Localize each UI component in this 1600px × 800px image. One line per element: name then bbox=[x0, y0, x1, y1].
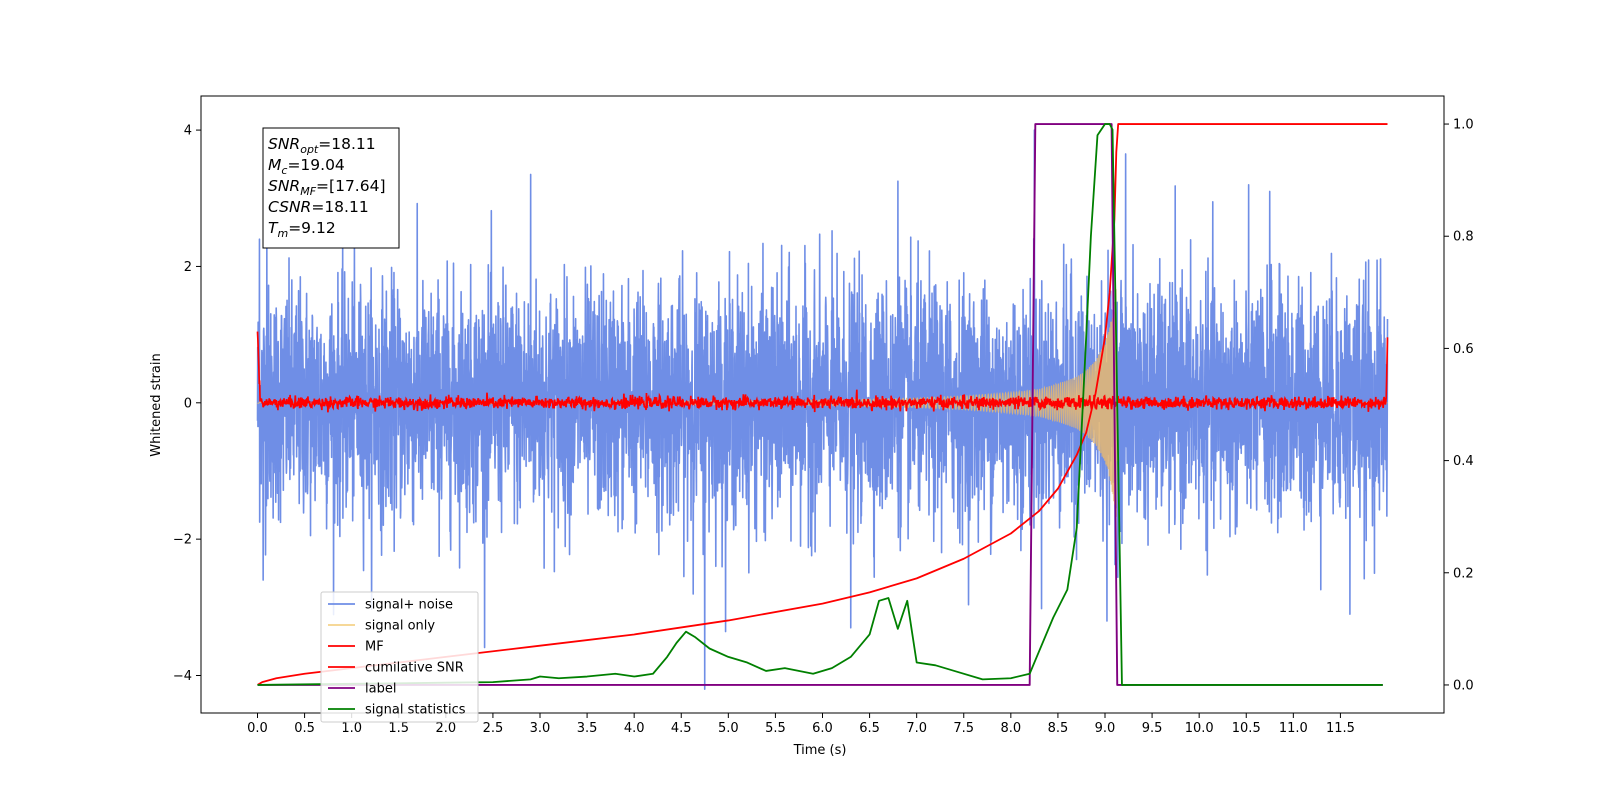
y-tick-label: 0 bbox=[184, 396, 192, 411]
x-tick-label: 6.5 bbox=[859, 721, 880, 736]
legend: signal+ noise signal only MF cumilative SNR… bbox=[320, 591, 479, 723]
y2-tick-label: 0.0 bbox=[1453, 678, 1474, 693]
x-tick-label: 1.0 bbox=[341, 721, 362, 736]
y-tick-label: −2 bbox=[173, 533, 192, 548]
annotation-line: SNRMF=[17.64] bbox=[268, 177, 386, 198]
series-signal-statistics-line bbox=[257, 123, 1383, 686]
x-tick-label: 4.5 bbox=[671, 721, 692, 736]
x-tick-label: 10.0 bbox=[1185, 721, 1214, 736]
y-axis-label: Whitened strain bbox=[149, 353, 164, 456]
legend-label: cumilative SNR bbox=[365, 661, 464, 676]
legend-label: signal statistics bbox=[365, 703, 466, 718]
y-tick-label: −4 bbox=[173, 669, 192, 684]
y2-tick-label: 0.8 bbox=[1453, 230, 1474, 245]
legend-frame bbox=[320, 591, 479, 723]
ticks: 0.0 0.5 1.0 1.5 2.0 2.5 3.0 3.5 4.0 4.5 5.0 5.5 6.0 6… bbox=[173, 118, 1474, 736]
x-tick-label: 9.0 bbox=[1095, 721, 1116, 736]
x-tick-label: 10.5 bbox=[1232, 721, 1261, 736]
y2-tick-label: 0.4 bbox=[1453, 454, 1474, 469]
x-tick-label: 2.0 bbox=[435, 721, 456, 736]
x-tick-label: 8.5 bbox=[1048, 721, 1069, 736]
annotation-line: Tm=9.12 bbox=[268, 219, 336, 240]
y-tick-label: 2 bbox=[184, 260, 192, 275]
legend-label: signal+ noise bbox=[365, 598, 453, 613]
x-tick-label: 8.0 bbox=[1000, 721, 1021, 736]
series-mf-line bbox=[256, 331, 1389, 413]
x-tick-label: 0.5 bbox=[294, 721, 315, 736]
y-tick-label: 4 bbox=[184, 124, 192, 139]
x-tick-label: 9.5 bbox=[1142, 721, 1163, 736]
y2-tick-label: 0.6 bbox=[1453, 342, 1474, 357]
legend-label: MF bbox=[365, 640, 384, 655]
x-tick-label: 6.0 bbox=[812, 721, 833, 736]
legend-label: signal only bbox=[365, 619, 435, 634]
annotation-line: SNRopt=18.11 bbox=[268, 135, 376, 156]
x-tick-label: 0.0 bbox=[247, 721, 268, 736]
legend-label: label bbox=[365, 682, 396, 697]
x-axis-label: Time (s) bbox=[793, 743, 847, 758]
x-tick-label: 11.0 bbox=[1279, 721, 1308, 736]
x-tick-label: 4.0 bbox=[624, 721, 645, 736]
annotation-frame bbox=[262, 127, 400, 249]
x-tick-label: 5.0 bbox=[718, 721, 739, 736]
series-signal-noise-line bbox=[256, 129, 1389, 690]
x-tick-label: 11.5 bbox=[1326, 721, 1355, 736]
annotation-line: Mc=19.04 bbox=[268, 156, 345, 177]
x-tick-label: 5.5 bbox=[765, 721, 786, 736]
x-tick-label: 3.0 bbox=[530, 721, 551, 736]
x-tick-label: 3.5 bbox=[577, 721, 598, 736]
y2-tick-label: 0.2 bbox=[1453, 566, 1474, 581]
x-tick-label: 2.5 bbox=[483, 721, 504, 736]
annotation-box: SNRopt=18.11Mc=19.04SNRMF=[17.64]CSNR=18… bbox=[262, 127, 400, 249]
y2-tick-label: 1.0 bbox=[1453, 118, 1474, 133]
x-tick-label: 7.5 bbox=[953, 721, 974, 736]
annotation-line: CSNR=18.11 bbox=[268, 198, 369, 216]
x-tick-label: 7.0 bbox=[906, 721, 927, 736]
x-tick-label: 1.5 bbox=[388, 721, 409, 736]
